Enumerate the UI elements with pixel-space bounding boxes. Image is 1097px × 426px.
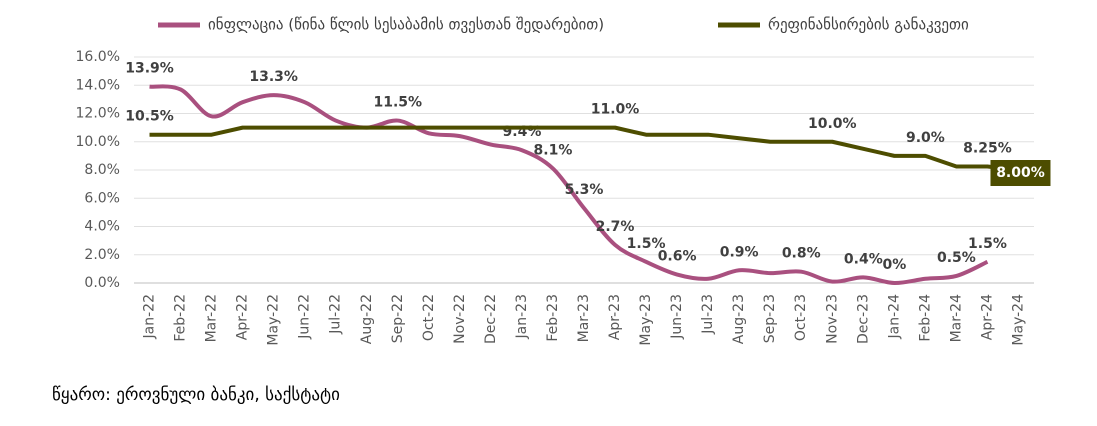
x-tick-label: Mar-23 xyxy=(576,294,592,342)
value-label: 0.9% xyxy=(720,244,759,260)
value-label: 13.3% xyxy=(249,69,298,85)
x-tick-label: Mar-24 xyxy=(948,294,964,342)
value-label: 11.5% xyxy=(374,95,423,111)
x-tick-label: Feb-24 xyxy=(917,294,933,342)
value-label: 11.0% xyxy=(591,102,640,118)
x-tick-label: Feb-22 xyxy=(173,294,189,342)
x-tick-label: Aug-22 xyxy=(359,294,375,344)
x-tick-label: Jan-23 xyxy=(514,294,530,339)
x-tick-label: May-23 xyxy=(638,294,654,346)
x-tick-label: Jan-22 xyxy=(142,294,158,339)
y-tick-label: 2.0% xyxy=(84,247,120,263)
x-tick-label: Apr-24 xyxy=(979,294,995,340)
y-tick-label: 10.0% xyxy=(76,134,120,150)
x-tick-label: May-24 xyxy=(1010,294,1026,346)
series-line xyxy=(149,125,1019,172)
series-line xyxy=(149,84,989,286)
x-tick-label: Sep-23 xyxy=(762,294,778,343)
x-tick-label: Aug-23 xyxy=(731,294,747,344)
x-tick-label: Jun-23 xyxy=(669,294,685,340)
source-note: წყარო: ეროვნული ბანკი, საქსტატი xyxy=(52,385,340,405)
value-label: 0.4% xyxy=(844,251,883,267)
value-label: 5.3% xyxy=(565,182,604,198)
x-tick-label: Nov-22 xyxy=(452,294,468,344)
x-tick-label: Nov-23 xyxy=(824,294,840,344)
value-label: 2.7% xyxy=(596,219,635,235)
y-tick-label: 6.0% xyxy=(84,190,120,206)
legend-label: ინფლაცია (წინა წლის სესაბამის თვესთან შე… xyxy=(208,16,604,34)
y-tick-label: 14.0% xyxy=(76,77,120,93)
value-label-box xyxy=(990,160,1051,186)
legend-label: რეფინანსირების განაკვეთი xyxy=(768,16,969,34)
value-label: 0.5% xyxy=(937,250,976,266)
x-tick-label: Dec-23 xyxy=(855,294,871,344)
x-tick-label: Jan-24 xyxy=(886,294,902,340)
value-label: 1.5% xyxy=(968,236,1007,252)
x-tick-label: Apr-23 xyxy=(607,294,623,340)
value-label: 8.00% xyxy=(996,165,1045,181)
x-tick-label: Mar-22 xyxy=(204,294,220,342)
value-label: 9.0% xyxy=(906,130,945,146)
value-label: 1.5% xyxy=(627,236,666,252)
y-tick-label: 0.0% xyxy=(84,275,120,291)
x-tick-label: Jul-23 xyxy=(700,294,716,335)
value-label: 8.25% xyxy=(963,140,1012,156)
value-label: 8.1% xyxy=(534,143,573,159)
y-tick-label: 16.0% xyxy=(76,49,120,65)
y-tick-label: 8.0% xyxy=(84,162,120,178)
x-tick-label: Feb-23 xyxy=(545,294,561,342)
x-tick-label: Apr-22 xyxy=(235,294,251,340)
value-label: 0.8% xyxy=(782,246,821,262)
x-tick-label: Oct-23 xyxy=(793,294,809,341)
x-tick-label: May-22 xyxy=(266,294,282,346)
x-tick-label: Dec-22 xyxy=(483,294,499,344)
value-label: 0.6% xyxy=(658,249,697,265)
value-label: 13.9% xyxy=(125,61,174,77)
y-tick-label: 4.0% xyxy=(84,219,120,235)
y-tick-label: 12.0% xyxy=(76,106,120,122)
value-label: 0% xyxy=(882,257,906,273)
x-tick-label: Oct-22 xyxy=(421,294,437,341)
value-label: 10.0% xyxy=(808,116,857,132)
x-tick-label: Sep-22 xyxy=(390,294,406,343)
value-label: 10.5% xyxy=(125,109,174,125)
x-tick-label: Jun-22 xyxy=(297,294,313,340)
x-tick-label: Jul-22 xyxy=(328,294,344,335)
